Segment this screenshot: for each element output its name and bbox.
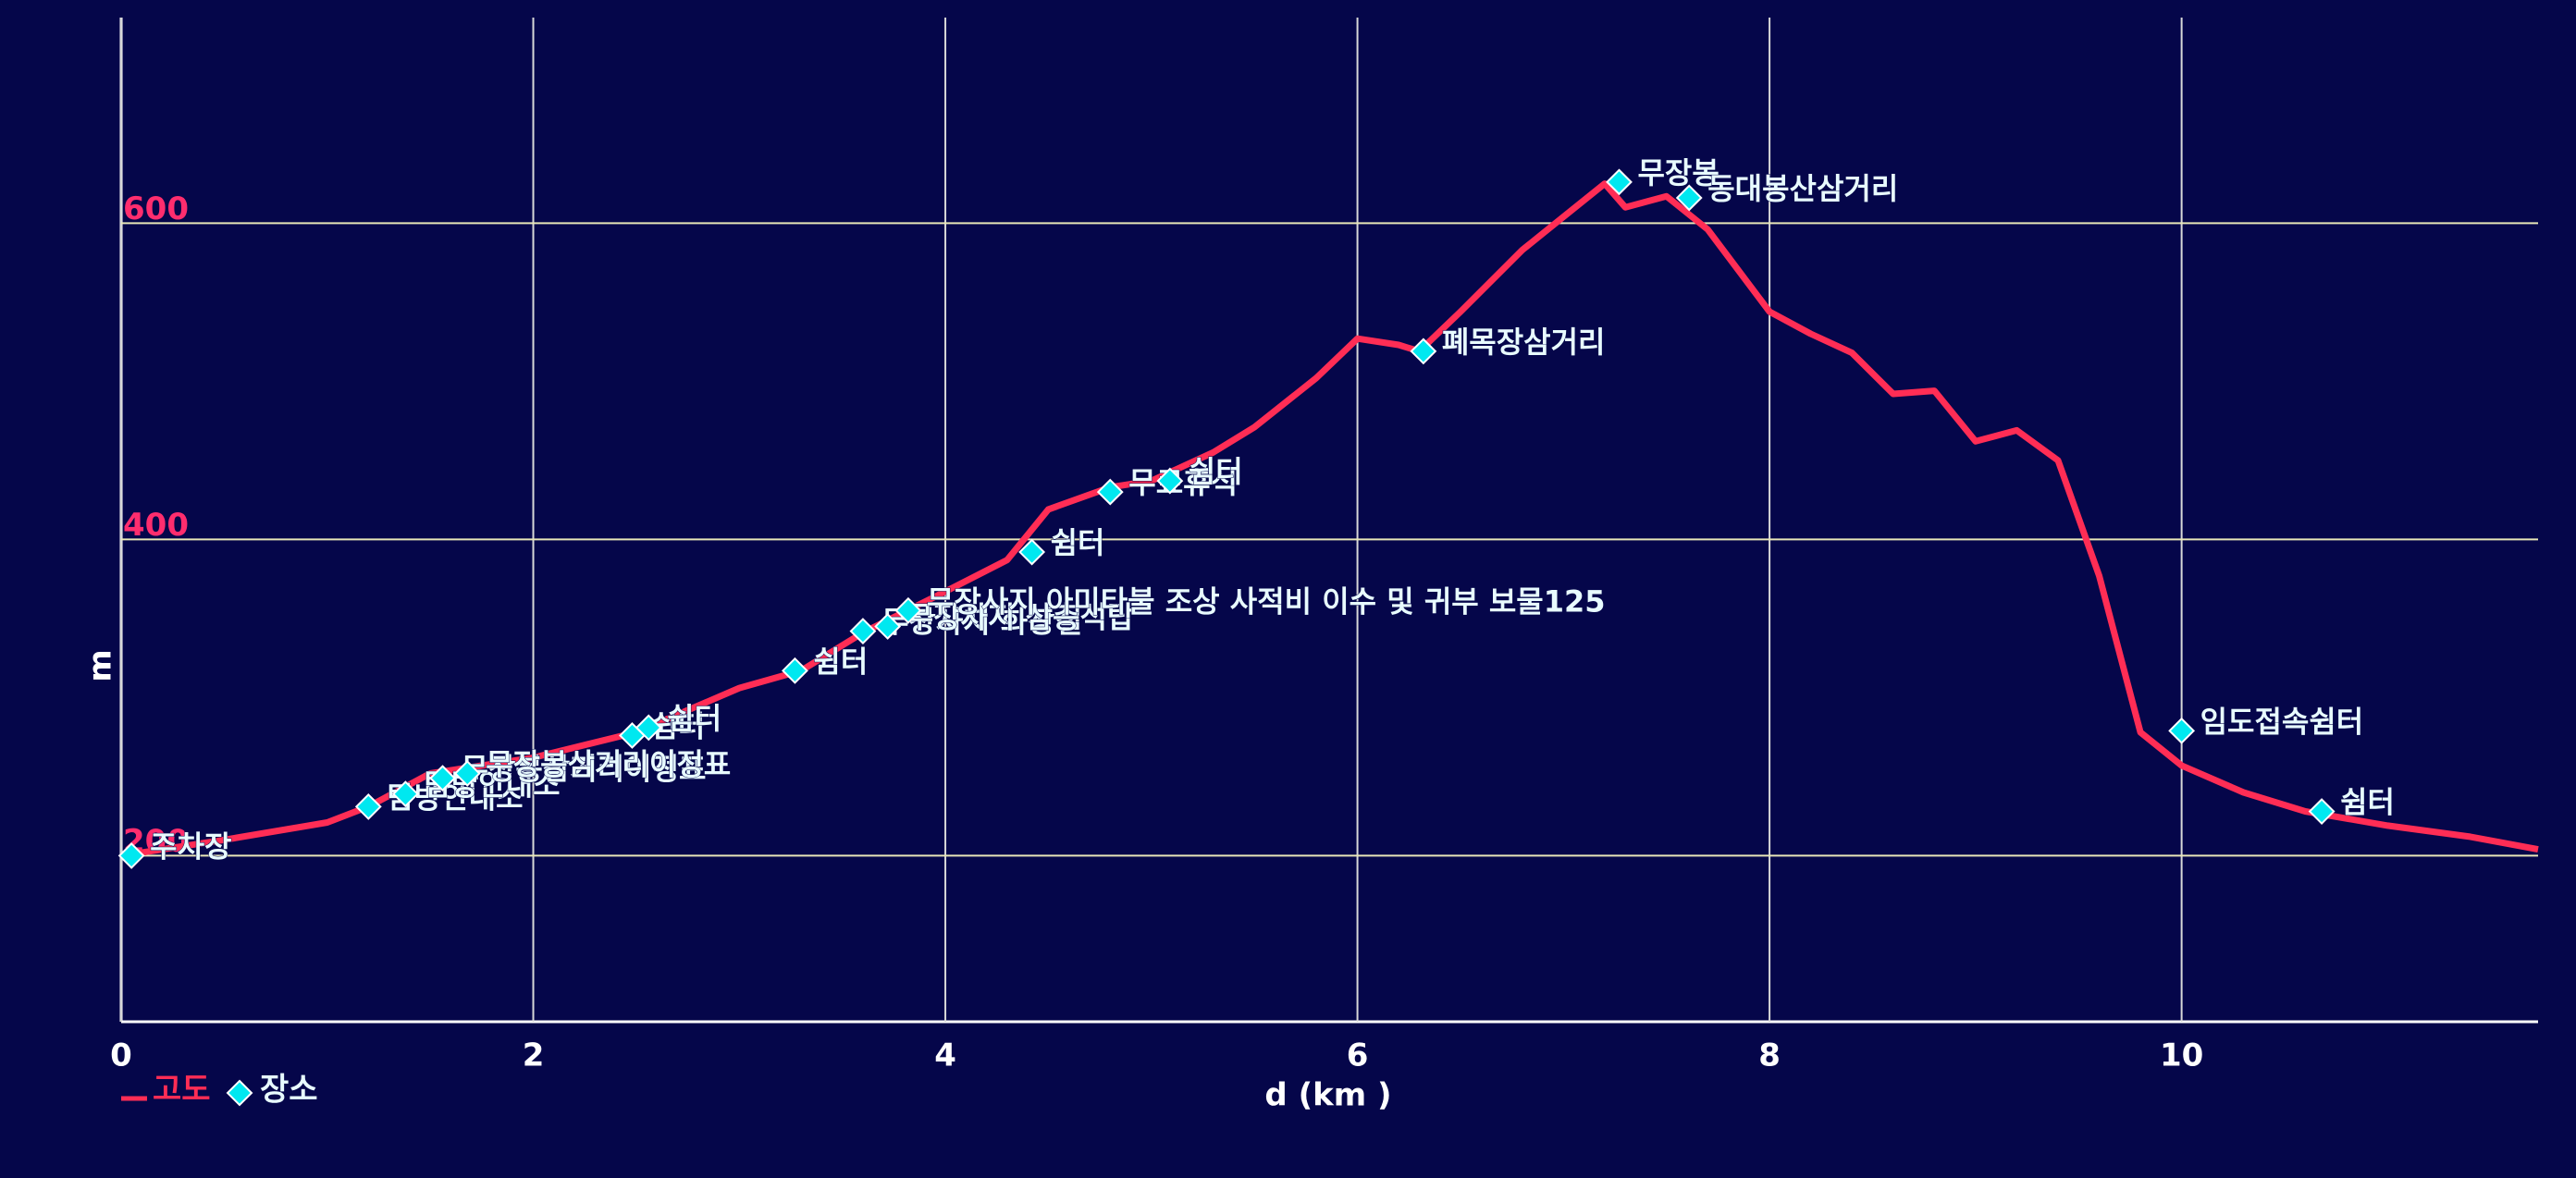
place-label: 폐목장삼거리	[1442, 325, 1606, 360]
place-marker	[117, 842, 145, 869]
place-marker	[1410, 337, 1437, 365]
place-label: 쉼터	[1051, 525, 1105, 560]
legend-label: 고도	[153, 1072, 211, 1109]
place-marker	[391, 780, 419, 808]
place-label: 무장봉삼거리이정표	[486, 746, 731, 781]
place-marker	[635, 714, 662, 742]
place-marker	[354, 792, 382, 820]
place-label: 쉼터	[650, 708, 705, 743]
place-marker	[1156, 467, 1184, 495]
x-tick-label: 10	[2160, 1037, 2203, 1074]
place-marker	[453, 760, 481, 787]
x-axis-label: d (km )	[1264, 1077, 1391, 1114]
place-marker	[1096, 478, 1124, 506]
place-label: 무장봉	[1637, 155, 1719, 190]
place-marker	[1606, 168, 1633, 196]
elevation-line	[120, 180, 2539, 859]
place-label: 쉼터	[667, 701, 721, 736]
x-tick-label: 4	[934, 1037, 956, 1074]
place-marker	[874, 613, 902, 640]
place-label: 쉼터	[813, 644, 868, 679]
x-tick-label: 0	[110, 1037, 132, 1074]
place-marker	[1675, 184, 1703, 212]
y-axis-label: m	[82, 649, 119, 681]
place-marker	[2168, 717, 2196, 744]
place-label: 쉼터	[2340, 785, 2395, 820]
legend-marker-swatch	[226, 1079, 253, 1107]
place-label: 탐방안내소	[387, 779, 523, 815]
place-marker	[894, 596, 922, 624]
place-label: 주차장	[150, 828, 231, 864]
place-marker	[2308, 798, 2336, 825]
x-tick-label: 6	[1347, 1037, 1369, 1074]
place-label: 무장사지 아미타불 조상 사적비 이수 및 귀부 보물125	[927, 583, 1606, 619]
place-label: 무장사지 삼층석탑	[906, 599, 1135, 634]
legend-label: 장소	[260, 1072, 318, 1109]
y-tick-label: 600	[123, 190, 189, 227]
x-tick-label: 8	[1758, 1037, 1781, 1074]
place-marker	[429, 765, 456, 792]
place-label: 무장봉삼거리이정표	[462, 752, 707, 787]
place-marker	[782, 656, 808, 684]
y-tick-label: 400	[123, 507, 189, 544]
x-tick-label: 2	[523, 1037, 545, 1074]
place-marker	[849, 618, 877, 644]
place-label: 동대봉산삼거리	[1707, 171, 1898, 206]
place-marker	[1018, 538, 1046, 566]
place-label: 임도접속쉼터	[2200, 704, 2364, 739]
place-label: 무료휴식	[1128, 465, 1238, 500]
place-label: 쉼터	[1189, 454, 1243, 489]
